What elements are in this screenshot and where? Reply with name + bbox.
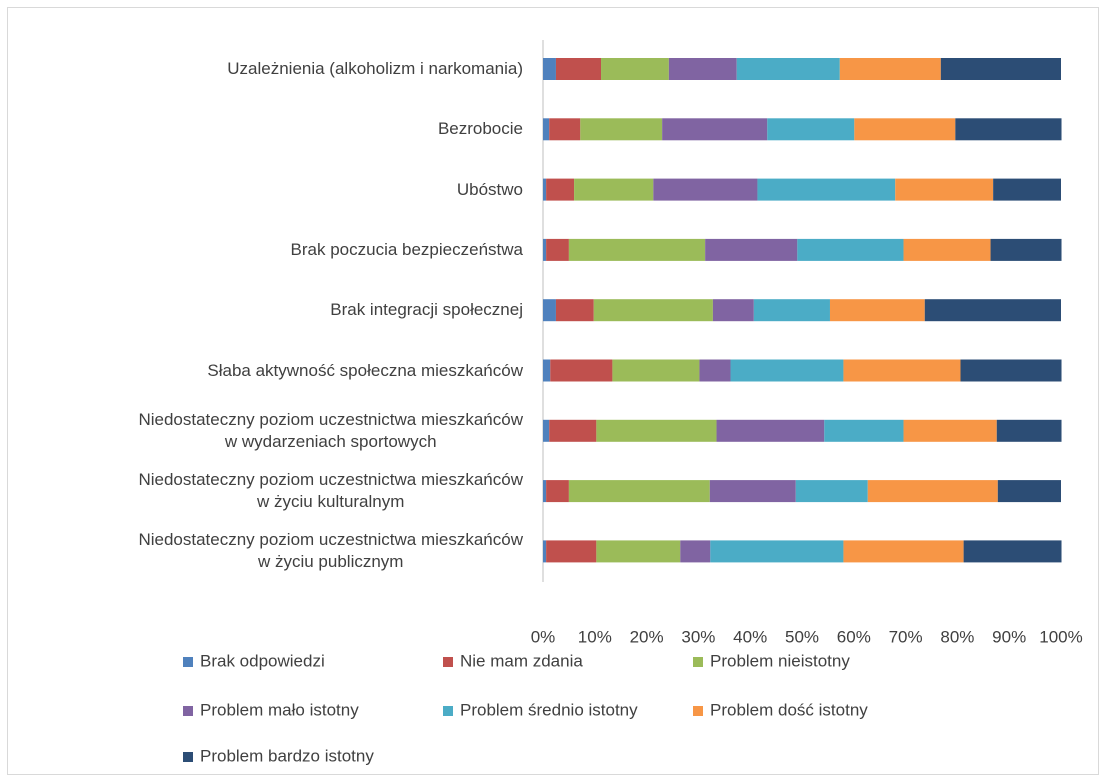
bar-segment (730, 359, 844, 382)
bar-segment (612, 359, 700, 382)
bar-segment (662, 118, 768, 141)
bar-segment (555, 299, 594, 322)
bar-segment (710, 540, 844, 563)
bar-segment (543, 178, 547, 201)
bar-segment (574, 178, 654, 201)
bar-segment (712, 299, 754, 322)
bar-segment (824, 419, 904, 442)
legend-label: Problem nieistotny (710, 651, 850, 670)
legend-swatch (443, 706, 453, 716)
bar-segment (555, 58, 602, 80)
x-tick-label: 60% (837, 627, 871, 646)
bar-segment (568, 480, 710, 503)
bar-segment (549, 419, 597, 442)
bar-segment (546, 480, 569, 503)
bar-segment (997, 480, 1061, 503)
x-tick-label: 20% (630, 627, 664, 646)
legend-label: Problem średnio istotny (460, 700, 638, 719)
bar-segment (996, 419, 1062, 442)
bar-segment (955, 118, 1062, 141)
x-tick-label: 70% (889, 627, 923, 646)
bar-segment (963, 540, 1062, 563)
bar-segment (940, 58, 1061, 80)
legend-swatch (183, 706, 193, 716)
bar-segment (993, 178, 1061, 201)
bar-segment (839, 58, 941, 80)
bar-segment (843, 359, 961, 382)
bar-segment (960, 359, 1062, 382)
bar-segment (543, 118, 550, 141)
bar-segment (795, 480, 868, 503)
category-label: Niedostateczny poziom uczestnictwa miesz… (138, 409, 523, 451)
x-tick-label: 10% (578, 627, 612, 646)
x-tick-label: 0% (531, 627, 556, 646)
legend-label: Problem mało istotny (200, 700, 359, 719)
bar-segment (895, 178, 994, 201)
category-label: Bezrobocie (437, 119, 523, 139)
x-tick-label: 80% (940, 627, 974, 646)
bar-segment (903, 419, 997, 442)
bar-segment (568, 238, 706, 261)
category-label: Brak integracji społecznej (330, 300, 523, 320)
category-label: Brak poczucia bezpieczeństwa (290, 239, 523, 259)
bar-segment (903, 238, 991, 261)
bar-segment (705, 238, 798, 261)
bar-segment (601, 58, 669, 80)
bar-segment (546, 540, 597, 563)
x-tick-label: 30% (681, 627, 715, 646)
bar-segment (668, 58, 737, 80)
category-label: Ubóstwo (456, 179, 523, 199)
bar-segment (709, 480, 796, 503)
bar-segment (854, 118, 956, 141)
bar-segment (593, 299, 713, 322)
bar-segment (753, 299, 830, 322)
category-label: Niedostateczny poziom uczestnictwa miesz… (138, 470, 523, 512)
legend-swatch (443, 657, 453, 667)
bar-segment (829, 299, 925, 322)
x-tick-label: 90% (992, 627, 1026, 646)
bar-segment (924, 299, 1061, 322)
x-tick-label: 50% (785, 627, 819, 646)
bar-segment (543, 238, 547, 261)
legend-label: Problem bardzo istotny (200, 746, 374, 765)
legend-label: Problem dość istotny (710, 700, 868, 719)
category-label: Słaba aktywność społeczna mieszkańców (207, 360, 523, 380)
bar-segment (767, 118, 855, 141)
legend-swatch (183, 657, 193, 667)
bar-segment (680, 540, 711, 563)
bar-segment (550, 359, 613, 382)
category-label: Uzależnienia (alkoholizm i narkomania) (227, 59, 523, 78)
bar-segment (580, 118, 663, 141)
bar-segment (543, 299, 556, 322)
bar-segment (543, 419, 550, 442)
bar-segment (596, 540, 681, 563)
bar-segment (867, 480, 998, 503)
bar-segment (543, 359, 551, 382)
bar-segment (543, 480, 547, 503)
bar-segment (736, 58, 840, 80)
bar-segment (543, 58, 556, 80)
bar-segment (549, 118, 581, 141)
x-tick-label: 100% (1039, 627, 1082, 646)
bar-segment (543, 540, 547, 563)
legend-label: Brak odpowiedzi (200, 651, 325, 670)
legend-swatch (693, 706, 703, 716)
bar-segment (596, 419, 717, 442)
legend-swatch (183, 752, 193, 762)
x-tick-label: 40% (733, 627, 767, 646)
bar-segment (797, 238, 904, 261)
bar-segment (990, 238, 1062, 261)
bar-segment (699, 359, 731, 382)
bar-segment (716, 419, 825, 442)
bar-segment (546, 178, 575, 201)
legend-label: Nie mam zdania (460, 651, 583, 670)
legend-swatch (693, 657, 703, 667)
bar-segment (546, 238, 569, 261)
bar-segment (843, 540, 964, 563)
bar-segment (757, 178, 896, 201)
bar-segment (653, 178, 758, 201)
category-label: Niedostateczny poziom uczestnictwa miesz… (138, 530, 523, 572)
